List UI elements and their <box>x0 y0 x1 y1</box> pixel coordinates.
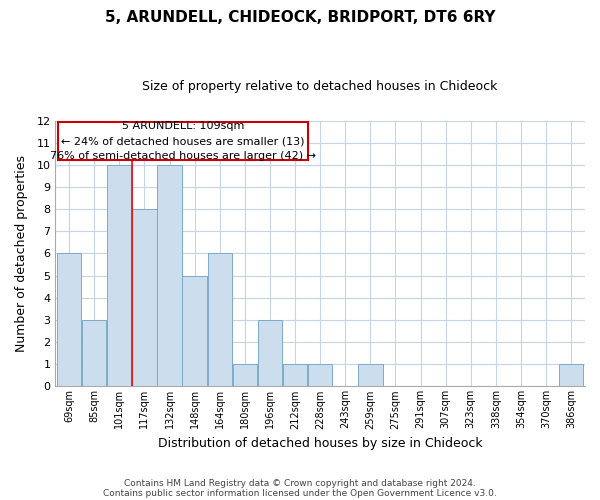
Title: Size of property relative to detached houses in Chideock: Size of property relative to detached ho… <box>142 80 498 93</box>
Y-axis label: Number of detached properties: Number of detached properties <box>15 155 28 352</box>
Bar <box>233 364 257 386</box>
Text: 5 ARUNDELL: 109sqm
← 24% of detached houses are smaller (13)
76% of semi-detache: 5 ARUNDELL: 109sqm ← 24% of detached hou… <box>50 121 316 161</box>
FancyBboxPatch shape <box>58 122 308 160</box>
Bar <box>57 254 82 386</box>
Text: Contains public sector information licensed under the Open Government Licence v3: Contains public sector information licen… <box>103 488 497 498</box>
Bar <box>182 276 207 386</box>
Text: 5, ARUNDELL, CHIDEOCK, BRIDPORT, DT6 6RY: 5, ARUNDELL, CHIDEOCK, BRIDPORT, DT6 6RY <box>105 10 495 25</box>
Bar <box>258 320 282 386</box>
X-axis label: Distribution of detached houses by size in Chideock: Distribution of detached houses by size … <box>158 437 482 450</box>
Bar <box>283 364 307 386</box>
Bar <box>559 364 583 386</box>
Bar <box>157 165 182 386</box>
Bar <box>308 364 332 386</box>
Bar <box>358 364 383 386</box>
Bar <box>132 209 157 386</box>
Bar <box>208 254 232 386</box>
Text: Contains HM Land Registry data © Crown copyright and database right 2024.: Contains HM Land Registry data © Crown c… <box>124 478 476 488</box>
Bar <box>107 165 131 386</box>
Bar <box>82 320 106 386</box>
